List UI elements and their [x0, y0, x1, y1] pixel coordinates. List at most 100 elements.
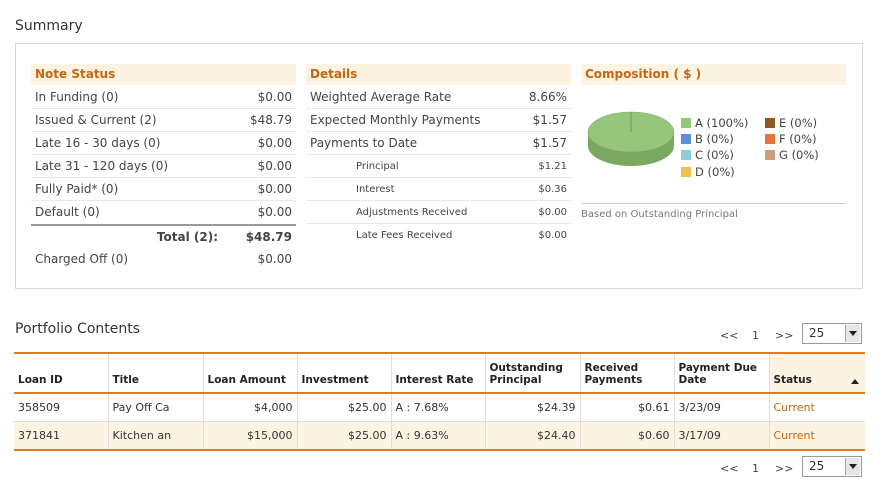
- cell-loan-id[interactable]: 371841: [14, 421, 108, 450]
- column-header-outstanding-principal[interactable]: Outstanding Principal: [484, 352, 580, 394]
- total-value: $48.79: [245, 230, 292, 244]
- chevron-down-icon[interactable]: [845, 458, 860, 475]
- cell-payment-due-date: 3/23/09: [673, 393, 769, 422]
- per-page-select[interactable]: 25: [802, 323, 862, 344]
- pager-page[interactable]: 1: [752, 462, 759, 475]
- row-value: $0.00: [257, 136, 292, 150]
- row-label: Late 31 - 120 days (0): [35, 159, 169, 173]
- details-row: Weighted Average Rate 8.66%: [306, 86, 571, 109]
- row-label: Late Fees Received: [356, 230, 453, 241]
- pager-next[interactable]: >>: [775, 462, 794, 475]
- note-status-row: Default (0) $0.00: [31, 201, 296, 224]
- legend-item-f: F (0%): [765, 132, 817, 146]
- composition-pie-chart: [587, 111, 675, 166]
- cell-status[interactable]: Current: [768, 421, 865, 450]
- details-sub-row: Late Fees Received $0.00: [306, 224, 571, 247]
- note-status-row: In Funding (0) $0.00: [31, 86, 296, 109]
- per-page-value: 25: [809, 459, 825, 473]
- legend-label: E (0%): [779, 116, 818, 130]
- row-label: Fully Paid* (0): [35, 182, 119, 196]
- row-value: $1.21: [538, 161, 567, 172]
- table-row[interactable]: 371841 Kitchen an $15,000 $25.00 A : 9.6…: [14, 421, 865, 450]
- column-header-loan-id[interactable]: Loan ID: [14, 352, 108, 394]
- row-label: Principal: [356, 161, 399, 172]
- note-status-header: Note Status: [31, 64, 296, 85]
- cell-interest-rate: A : 7.68%: [390, 393, 485, 422]
- row-label: Weighted Average Rate: [310, 90, 452, 104]
- pager-prev[interactable]: <<: [720, 462, 739, 475]
- summary-panel: [15, 43, 863, 289]
- row-value: $0.00: [257, 205, 292, 219]
- row-label: Late 16 - 30 days (0): [35, 136, 161, 150]
- column-header-loan-amount[interactable]: Loan Amount: [202, 352, 297, 394]
- row-value: 8.66%: [528, 90, 567, 104]
- chevron-down-icon[interactable]: [845, 325, 860, 342]
- cell-investment: $25.00: [296, 421, 391, 450]
- cell-outstanding-principal: $24.40: [484, 421, 580, 450]
- row-value: $0.00: [257, 90, 292, 104]
- column-header-interest-rate[interactable]: Interest Rate: [390, 352, 485, 394]
- column-header-title[interactable]: Title: [107, 352, 203, 394]
- legend-item-c: C (0%): [681, 148, 734, 162]
- legend-item-e: E (0%): [765, 116, 817, 130]
- row-value: $0.00: [538, 230, 567, 241]
- row-label: Interest: [356, 184, 395, 195]
- legend-label: D (0%): [695, 165, 735, 179]
- cell-loan-id[interactable]: 358509: [18, 401, 60, 414]
- note-status-total: Total (2): $48.79: [31, 224, 296, 249]
- details-row: Payments to Date $1.57: [306, 132, 571, 155]
- column-header-label: Status: [773, 374, 812, 386]
- table-header-row: Loan ID Title Loan Amount Investment Int…: [14, 352, 865, 394]
- cell-title[interactable]: Kitchen an: [107, 421, 203, 450]
- note-status-row: Issued & Current (2) $48.79: [31, 109, 296, 132]
- summary-title: Summary: [15, 18, 83, 34]
- pager-page[interactable]: 1: [752, 329, 759, 342]
- details-header: Details: [306, 64, 571, 85]
- row-label: In Funding (0): [35, 90, 119, 104]
- cell-investment: $25.00: [296, 393, 391, 422]
- composition-divider: [581, 203, 846, 204]
- row-value: $0.00: [257, 252, 292, 266]
- column-header-investment[interactable]: Investment: [296, 352, 391, 394]
- details-sub-row: Adjustments Received $0.00: [306, 201, 571, 224]
- legend-swatch: [681, 118, 691, 128]
- per-page-value: 25: [809, 326, 825, 340]
- row-value: $0.00: [538, 207, 567, 218]
- portfolio-title: Portfolio Contents: [15, 321, 141, 337]
- note-status-row: Late 16 - 30 days (0) $0.00: [31, 132, 296, 155]
- legend-label: G (0%): [779, 148, 819, 162]
- legend-label: A (100%): [695, 116, 749, 130]
- row-label: Issued & Current (2): [35, 113, 157, 127]
- row-value: $0.36: [538, 184, 567, 195]
- column-header-status[interactable]: Status: [768, 352, 865, 394]
- details-row: Expected Monthly Payments $1.57: [306, 109, 571, 132]
- details-sub-row: Principal $1.21: [306, 155, 571, 178]
- pager-prev[interactable]: <<: [720, 329, 739, 342]
- cell-status[interactable]: Current: [768, 393, 865, 422]
- column-header-received-payments[interactable]: Received Payments: [579, 352, 674, 394]
- column-header-payment-due-date[interactable]: Payment Due Date: [673, 352, 769, 394]
- note-status-row: Fully Paid* (0) $0.00: [31, 178, 296, 201]
- legend-swatch: [681, 134, 691, 144]
- legend-item-d: D (0%): [681, 165, 735, 179]
- cell-loan-amount: $4,000: [202, 393, 297, 422]
- legend-swatch: [765, 150, 775, 160]
- pager-next[interactable]: >>: [775, 329, 794, 342]
- row-value: $0.00: [257, 159, 292, 173]
- row-label: Charged Off (0): [35, 252, 129, 266]
- cell-loan-amount: $15,000: [202, 421, 297, 450]
- legend-label: B (0%): [695, 132, 734, 146]
- cell-received-payments: $0.60: [579, 421, 674, 450]
- charged-off-row: Charged Off (0) $0.00: [31, 248, 296, 271]
- row-label: Expected Monthly Payments: [310, 113, 481, 127]
- legend-item-b: B (0%): [681, 132, 734, 146]
- table-row[interactable]: 358509 Pay Off Ca $4,000 $25.00 A : 7.68…: [14, 393, 865, 422]
- per-page-select[interactable]: 25: [802, 456, 862, 477]
- row-label: Payments to Date: [310, 136, 418, 150]
- cell-title[interactable]: Pay Off Ca: [107, 393, 203, 422]
- cell-payment-due-date: 3/17/09: [673, 421, 769, 450]
- legend-label: C (0%): [695, 148, 734, 162]
- row-value: $1.57: [532, 113, 567, 127]
- legend-swatch: [681, 167, 691, 177]
- cell-interest-rate: A : 9.63%: [390, 421, 485, 450]
